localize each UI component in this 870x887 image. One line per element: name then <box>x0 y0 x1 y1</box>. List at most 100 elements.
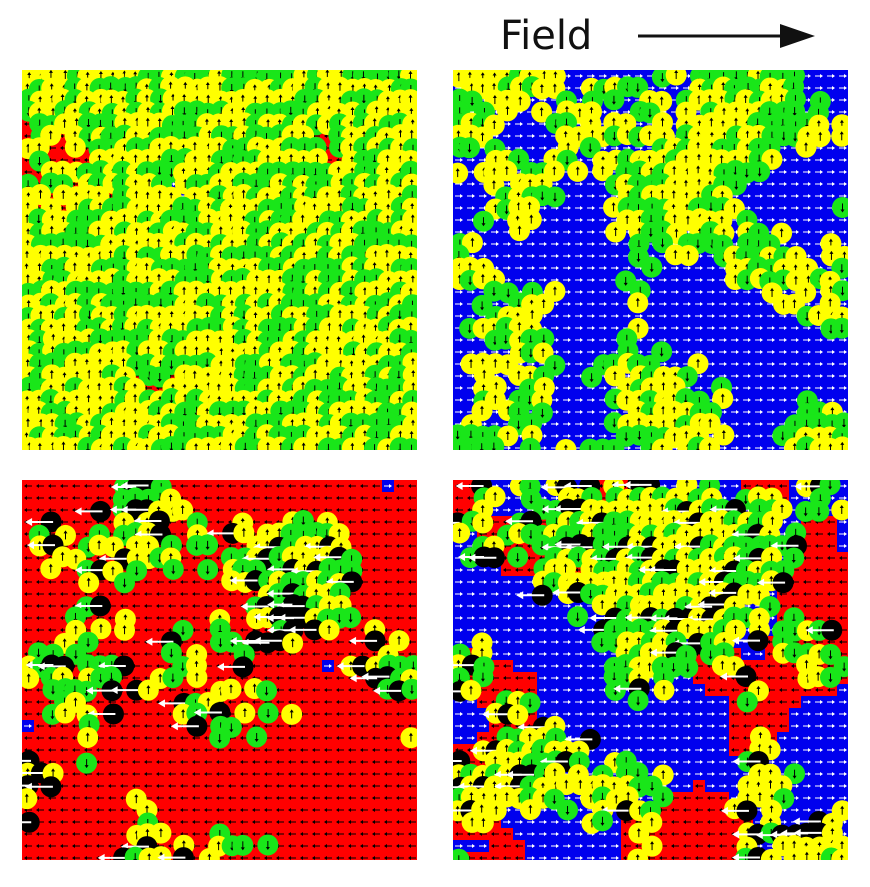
particle-arrow-head <box>326 94 331 98</box>
right-arrow-icon <box>638 24 815 48</box>
particle-arrow-head <box>156 203 161 207</box>
particle-arrow-head <box>228 213 233 217</box>
particle-arrow-head <box>74 251 79 255</box>
particle-arrow-head <box>25 213 30 217</box>
particle-arrow-head <box>396 76 401 80</box>
particle-arrow-head <box>325 119 330 123</box>
particle-arrow-head <box>109 94 114 98</box>
particle-arrow-head <box>193 167 198 171</box>
particle-arrow-head <box>242 203 247 207</box>
particle-arrow-head <box>336 251 341 255</box>
particle-arrow-head <box>87 139 92 143</box>
particle-arrow-head <box>49 225 54 229</box>
particle-arrow-head <box>408 70 413 74</box>
particle-arrow-head <box>169 203 174 207</box>
particle-arrow-head <box>409 107 414 111</box>
particle-arrow-head <box>156 273 161 277</box>
particle-arrow-head <box>25 274 30 278</box>
particle-arrow-head <box>134 190 139 194</box>
particle-arrow-head <box>301 82 306 86</box>
particle-arrow-head <box>301 70 306 74</box>
particle-arrow-head <box>84 276 89 280</box>
particle-arrow-head <box>278 275 283 279</box>
header: Field <box>0 0 870 70</box>
particle-arrow-head <box>265 94 270 98</box>
particle-arrow-head <box>96 191 101 195</box>
particle-arrow-head <box>183 178 188 182</box>
particle-arrow-head <box>277 287 282 291</box>
particle-arrow-head <box>242 117 247 121</box>
particle-arrow-head <box>37 262 42 266</box>
particle-arrow-head <box>157 172 162 176</box>
particle-arrow-head <box>73 142 78 146</box>
particle-arrow-head <box>300 180 305 184</box>
particle-arrow-head <box>349 215 354 219</box>
particle-arrow-head <box>409 179 414 183</box>
particle-arrow-head <box>145 275 150 279</box>
particle-arrow-head <box>349 131 354 135</box>
particle-arrow-head <box>241 285 246 289</box>
particle-arrow-head <box>110 71 115 75</box>
particle-arrow-head <box>156 238 161 242</box>
particle-arrow-head <box>74 118 79 122</box>
particle-arrow-head <box>206 239 211 243</box>
particle-arrow-head <box>25 239 30 243</box>
particle-arrow-head <box>133 71 138 75</box>
particle-arrow-head <box>133 214 138 218</box>
particle-arrow-head <box>108 239 113 243</box>
particle-arrow-head <box>267 274 272 278</box>
particle-arrow-head <box>277 227 282 231</box>
particle-arrow-head <box>408 287 413 291</box>
particle-arrow-head <box>217 286 222 290</box>
particle-arrow-head <box>349 120 354 124</box>
particle-arrow-head <box>241 189 246 193</box>
spin-arrow-head <box>324 134 327 138</box>
particle-arrow-head <box>362 83 367 87</box>
particle-arrow-head <box>180 227 185 231</box>
particle-arrow-head <box>253 95 258 99</box>
particle-arrow-head <box>267 215 272 219</box>
particle-arrow-head <box>350 84 355 88</box>
particle-arrow-head <box>410 275 415 279</box>
particle-arrow-head <box>373 201 378 205</box>
particle-arrow-head <box>74 191 79 195</box>
spin-arrow-head <box>72 182 75 186</box>
particle-arrow-head <box>315 214 320 218</box>
particle-arrow-head <box>133 131 138 135</box>
particle-arrow-head <box>350 107 355 111</box>
particle-arrow-head <box>385 178 390 182</box>
particle-arrow-head <box>49 83 54 87</box>
particle-arrow-head <box>385 154 390 158</box>
particle-arrow-head <box>193 155 198 159</box>
particle-arrow-head <box>408 94 413 98</box>
particle-arrow-head <box>397 250 402 254</box>
particle-arrow-head <box>62 250 67 254</box>
particle-arrow-head <box>398 142 403 146</box>
particles <box>22 70 417 450</box>
particle-arrow-head <box>157 154 162 158</box>
particle-arrow-head <box>384 166 389 170</box>
particle-arrow-head <box>312 286 317 290</box>
particle-arrow-head <box>145 191 150 195</box>
particle-arrow-head <box>315 153 320 157</box>
particle-arrow-head <box>386 276 391 280</box>
particle-arrow-head <box>97 154 102 158</box>
particle-arrow-head <box>336 166 341 170</box>
particle-arrow-head <box>72 108 77 112</box>
particle-arrow-head <box>25 202 30 206</box>
particle-arrow-head <box>144 262 149 266</box>
particle-arrow-head <box>289 153 294 157</box>
particle-arrow-head <box>300 119 305 123</box>
particle-arrow-head <box>63 70 68 73</box>
particle-arrow-head <box>24 250 29 254</box>
particle-arrow-head <box>192 141 197 145</box>
spin-arrow-head <box>144 386 147 390</box>
particle-arrow-head <box>204 118 209 122</box>
particle-arrow-head <box>252 84 257 88</box>
particle-arrow-head <box>192 192 197 196</box>
particle-arrow-head <box>206 94 211 98</box>
particle-arrow-head <box>303 227 308 231</box>
particle-arrow-head <box>315 107 320 111</box>
particle-arrow-head <box>243 239 248 243</box>
particle-arrow-head <box>205 281 210 285</box>
